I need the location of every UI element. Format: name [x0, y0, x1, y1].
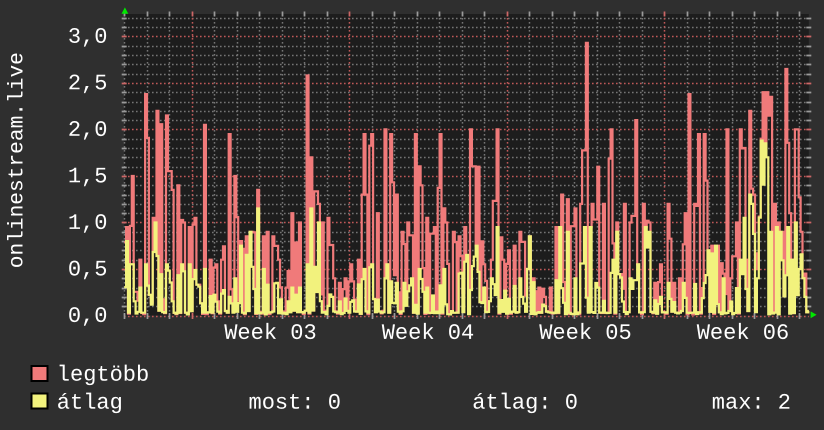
- svg-text:0,0: 0,0: [68, 304, 108, 329]
- svg-text:2,5: 2,5: [68, 71, 108, 96]
- svg-text:átlag: átlag: [57, 391, 123, 416]
- svg-text:2,0: 2,0: [68, 118, 108, 143]
- svg-text:1,5: 1,5: [68, 164, 108, 189]
- svg-text:3,0: 3,0: [68, 25, 108, 50]
- svg-text:most: 0: most: 0: [248, 391, 340, 416]
- svg-text:max: 2: max: 2: [712, 391, 791, 416]
- svg-text:1,0: 1,0: [68, 211, 108, 236]
- svg-text:Week 04: Week 04: [382, 321, 474, 346]
- svg-text:Week 03: Week 03: [224, 321, 316, 346]
- svg-text:onlinestream.live: onlinestream.live: [5, 52, 29, 268]
- svg-text:Week 06: Week 06: [697, 321, 789, 346]
- svg-text:Week 05: Week 05: [539, 321, 631, 346]
- svg-text:0,5: 0,5: [68, 257, 108, 282]
- svg-text:legtöbb: legtöbb: [57, 363, 149, 388]
- svg-text:átlag: 0: átlag: 0: [472, 391, 578, 416]
